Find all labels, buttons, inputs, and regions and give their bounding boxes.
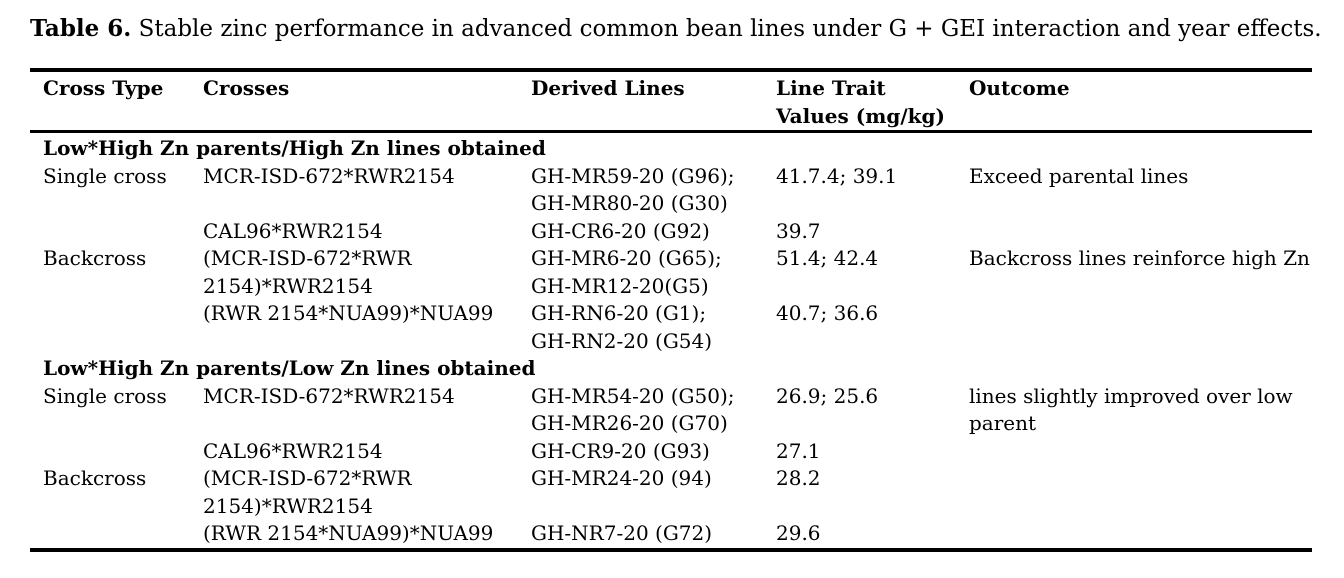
cell-crosses: CAL96*RWR2154: [203, 438, 383, 463]
cell-derived-lines: GH-MR6-20 (G65); GH-MR12-20(G5): [531, 246, 722, 298]
cell-crosses: CAL96*RWR2154: [203, 218, 383, 243]
table-row: CAL96*RWR2154 GH-CR6-20 (G92) 39.7: [30, 218, 1312, 246]
cell-outcome: [956, 520, 1312, 550]
cell-trait-values: 29.6: [776, 521, 821, 545]
header-derived-lines: Derived Lines: [531, 76, 685, 100]
cell-trait-values: 28.2: [776, 466, 821, 490]
header-outcome: Outcome: [969, 76, 1070, 100]
cell-derived-lines: GH-CR6-20 (G92): [531, 218, 710, 243]
table-body: Low*High Zn parents/High Zn lines obtain…: [30, 132, 1312, 550]
cell-trait-values: 41.7.4; 39.1: [776, 163, 898, 188]
cell-cross-type: [30, 218, 190, 246]
header-crosses: Crosses: [203, 76, 290, 100]
section-header-row: Low*High Zn parents/High Zn lines obtain…: [30, 132, 1312, 163]
cell-derived-lines: GH-RN6-20 (G1); GH-RN2-20 (G54): [531, 301, 713, 353]
cell-outcome: lines slightly improved over low parent: [969, 383, 1293, 436]
table-row: Backcross (MCR-ISD-672*RWR 2154)*RWR2154…: [30, 245, 1312, 300]
cell-trait-values: 26.9; 25.6: [776, 383, 879, 408]
cell-crosses: MCR-ISD-672*RWR2154: [203, 383, 455, 408]
cell-outcome: [956, 465, 1312, 520]
cell-trait-values: 39.7: [776, 218, 821, 243]
cell-outcome: [956, 300, 1312, 355]
cell-cross-type: [30, 438, 190, 466]
cell-derived-lines: GH-CR9-20 (G93): [531, 438, 710, 463]
cell-cross-type: [30, 300, 190, 355]
table-row: Backcross (MCR-ISD-672*RWR 2154)*RWR2154…: [30, 465, 1312, 520]
cell-outcome: Backcross lines reinforce high Zn: [969, 246, 1310, 270]
cell-cross-type: Backcross: [43, 246, 147, 270]
zinc-performance-table: Cross Type Crosses Derived Lines Line Tr…: [30, 68, 1312, 552]
cell-crosses: MCR-ISD-672*RWR2154: [203, 163, 455, 188]
table-caption: Table 6. Stable zinc performance in adva…: [30, 14, 1322, 44]
cell-outcome: [956, 218, 1312, 246]
table-row: CAL96*RWR2154 GH-CR9-20 (G93) 27.1: [30, 438, 1312, 466]
cell-derived-lines: GH-MR54-20 (G50); GH-MR26-20 (G70): [531, 383, 735, 436]
cell-cross-type: Single cross: [43, 383, 167, 408]
cell-outcome: Exceed parental lines: [969, 163, 1189, 188]
table-caption-text: Stable zinc performance in advanced comm…: [131, 16, 1322, 42]
cell-trait-values: 40.7; 36.6: [776, 301, 879, 325]
table-row: Single cross MCR-ISD-672*RWR2154 GH-MR59…: [30, 163, 1312, 218]
cell-crosses: (MCR-ISD-672*RWR 2154)*RWR2154: [203, 466, 412, 518]
table-caption-label: Table 6.: [30, 15, 132, 42]
cell-cross-type: [30, 520, 190, 550]
table-row: (RWR 2154*NUA99)*NUA99 GH-NR7-20 (G72) 2…: [30, 520, 1312, 550]
cell-cross-type: Single cross: [43, 163, 167, 188]
cell-crosses: (RWR 2154*NUA99)*NUA99: [203, 301, 494, 325]
cell-trait-values: 27.1: [776, 438, 821, 463]
table-row: Single cross MCR-ISD-672*RWR2154 GH-MR54…: [30, 383, 1312, 438]
header-cross-type: Cross Type: [43, 76, 164, 100]
cell-crosses: (RWR 2154*NUA99)*NUA99: [203, 521, 494, 545]
header-line-trait-values: Line Trait Values (mg/kg): [776, 76, 945, 128]
cell-derived-lines: GH-NR7-20 (G72): [531, 521, 713, 545]
section-header-row: Low*High Zn parents/Low Zn lines obtaine…: [30, 355, 1312, 383]
header-row: Cross Type Crosses Derived Lines Line Tr…: [30, 70, 1312, 132]
section-label-low-zn: Low*High Zn parents/Low Zn lines obtaine…: [43, 356, 536, 380]
table-header: Cross Type Crosses Derived Lines Line Tr…: [30, 70, 1312, 132]
cell-crosses: (MCR-ISD-672*RWR 2154)*RWR2154: [203, 246, 412, 298]
cell-outcome: [956, 438, 1312, 466]
cell-derived-lines: GH-MR24-20 (94): [531, 466, 712, 490]
cell-derived-lines: GH-MR59-20 (G96); GH-MR80-20 (G30): [531, 163, 735, 216]
table-row: (RWR 2154*NUA99)*NUA99 GH-RN6-20 (G1); G…: [30, 300, 1312, 355]
cell-trait-values: 51.4; 42.4: [776, 246, 879, 270]
section-label-high-zn: Low*High Zn parents/High Zn lines obtain…: [43, 136, 546, 160]
cell-cross-type: Backcross: [43, 466, 147, 490]
